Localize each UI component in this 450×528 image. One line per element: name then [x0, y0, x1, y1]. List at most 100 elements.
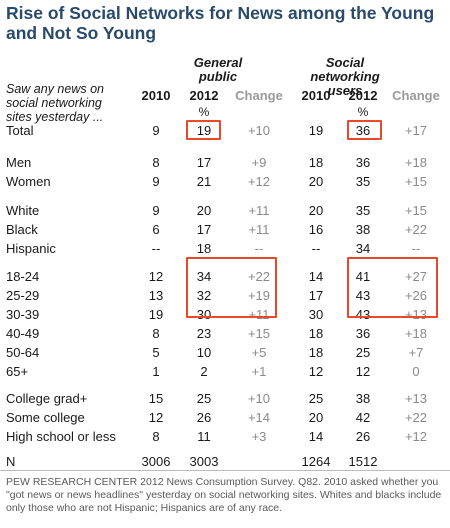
row-label: High school or less [6, 429, 116, 444]
group-header-social-networking-users: Social networking users [310, 55, 380, 98]
table-row: Black 6 17 +11 16 38 +22 [0, 220, 450, 239]
cell-s10: 14 [308, 269, 324, 284]
table-row: 50-64 5 10 +5 18 25 +7 [0, 343, 450, 362]
cell-g12: 21 [196, 174, 212, 189]
highlight-box-total-social [347, 120, 382, 140]
cell-g10: -- [151, 241, 161, 256]
cell-s12: 1512 [348, 454, 378, 469]
row-label: Hispanic [6, 241, 56, 256]
cell-gch: +14 [247, 410, 271, 425]
cell-s10: 20 [308, 410, 324, 425]
question-text: Saw any news on social networking sites … [6, 82, 104, 124]
row-label: Total [6, 123, 34, 138]
cell-g12: 10 [196, 345, 212, 360]
cell-g10: 9 [152, 123, 160, 138]
cell-g12: 20 [196, 203, 212, 218]
cell-gch: +1 [251, 364, 267, 379]
table-row: Men 8 17 +9 18 36 +18 [0, 153, 450, 172]
cell-g10: 1 [152, 364, 160, 379]
table-row: 65+ 1 2 +1 12 12 0 [0, 362, 450, 381]
table-row: Women 9 21 +12 20 35 +15 [0, 172, 450, 191]
cell-g10: 8 [152, 326, 160, 341]
cell-gch: +19 [247, 288, 271, 303]
cell-sch: +18 [404, 155, 428, 170]
cell-g10: 6 [152, 222, 160, 237]
cell-s12: 43 [355, 288, 371, 303]
cell-g12: 18 [196, 241, 212, 256]
row-label: 65+ [6, 364, 29, 379]
table-row: 18-24 12 34 +22 14 41 +27 [0, 267, 450, 286]
row-label: N [6, 454, 16, 469]
row-label: 50-64 [6, 345, 40, 360]
row-label: Some college [6, 410, 85, 425]
col-header-social-change: Change [392, 88, 440, 103]
source-note: PEW RESEARCH CENTER 2012 News Consumptio… [6, 476, 442, 514]
col-header-general-change: Change [235, 88, 283, 103]
cell-gch: +11 [248, 203, 270, 218]
cell-g10: 3006 [141, 454, 171, 469]
cell-s12: 34 [355, 241, 371, 256]
row-label: 18-24 [6, 269, 40, 284]
cell-g10: 19 [148, 307, 164, 322]
cell-g12: 34 [196, 269, 212, 284]
cell-s12: 26 [355, 429, 371, 444]
cell-sch: +12 [404, 429, 428, 444]
cell-g10: 13 [148, 288, 164, 303]
cell-g10: 8 [152, 155, 160, 170]
cell-s10: 18 [308, 345, 324, 360]
cell-sch: +15 [404, 174, 428, 189]
pct-label-general: % [198, 105, 210, 119]
cell-g12: 11 [197, 429, 211, 444]
col-header-social-2010: 2010 [301, 88, 331, 103]
cell-g12: 17 [196, 155, 212, 170]
cell-s10: 18 [308, 155, 324, 170]
cell-s10: 19 [308, 123, 324, 138]
cell-s12: 35 [355, 174, 371, 189]
source-divider [0, 470, 450, 471]
cell-s10: 20 [308, 174, 324, 189]
cell-sch: +15 [404, 203, 428, 218]
cell-sch: +26 [404, 288, 428, 303]
cell-sch: +13 [404, 391, 428, 406]
table-row: White 9 20 +11 20 35 +15 [0, 201, 450, 220]
row-label: White [6, 203, 40, 218]
row-label: 40-49 [6, 326, 40, 341]
row-label: Men [6, 155, 32, 170]
cell-s12: 43 [355, 307, 371, 322]
cell-g12: 26 [196, 410, 212, 425]
cell-s10: -- [311, 241, 321, 256]
cell-s10: 1264 [301, 454, 331, 469]
cell-gch: +22 [247, 269, 271, 284]
cell-g10: 9 [152, 203, 160, 218]
cell-s12: 38 [355, 222, 371, 237]
group-header-general-public: General public [193, 55, 243, 84]
col-header-general-2012: 2012 [189, 88, 219, 103]
row-label: Black [6, 222, 38, 237]
cell-s12: 41 [355, 269, 371, 284]
cell-gch: +10 [247, 123, 271, 138]
cell-s10: 12 [308, 364, 324, 379]
cell-sch: +17 [404, 123, 428, 138]
cell-g10: 12 [148, 269, 164, 284]
cell-s10: 17 [308, 288, 324, 303]
cell-sch: +13 [404, 307, 428, 322]
cell-g12: 30 [196, 307, 212, 322]
cell-g12: 17 [196, 222, 212, 237]
cell-s12: 42 [355, 410, 371, 425]
table-row: 30-39 19 30 +11 30 43 +13 [0, 305, 450, 324]
cell-gch: +15 [247, 326, 271, 341]
cell-s12: 36 [355, 155, 371, 170]
col-header-general-2010: 2010 [141, 88, 171, 103]
cell-g10: 5 [152, 345, 160, 360]
table-row: 40-49 8 23 +15 18 36 +18 [0, 324, 450, 343]
cell-gch: +11 [248, 222, 270, 237]
cell-sch: -- [411, 241, 421, 256]
cell-s10: 14 [308, 429, 324, 444]
row-label: 25-29 [6, 288, 40, 303]
cell-s12: 36 [355, 123, 371, 138]
table-row: Total 9 19 +10 19 36 +17 [0, 121, 450, 140]
cell-g10: 9 [152, 174, 160, 189]
cell-gch: +12 [247, 174, 271, 189]
row-label: Women [6, 174, 51, 189]
table-row: Some college 12 26 +14 20 42 +22 [0, 408, 450, 427]
